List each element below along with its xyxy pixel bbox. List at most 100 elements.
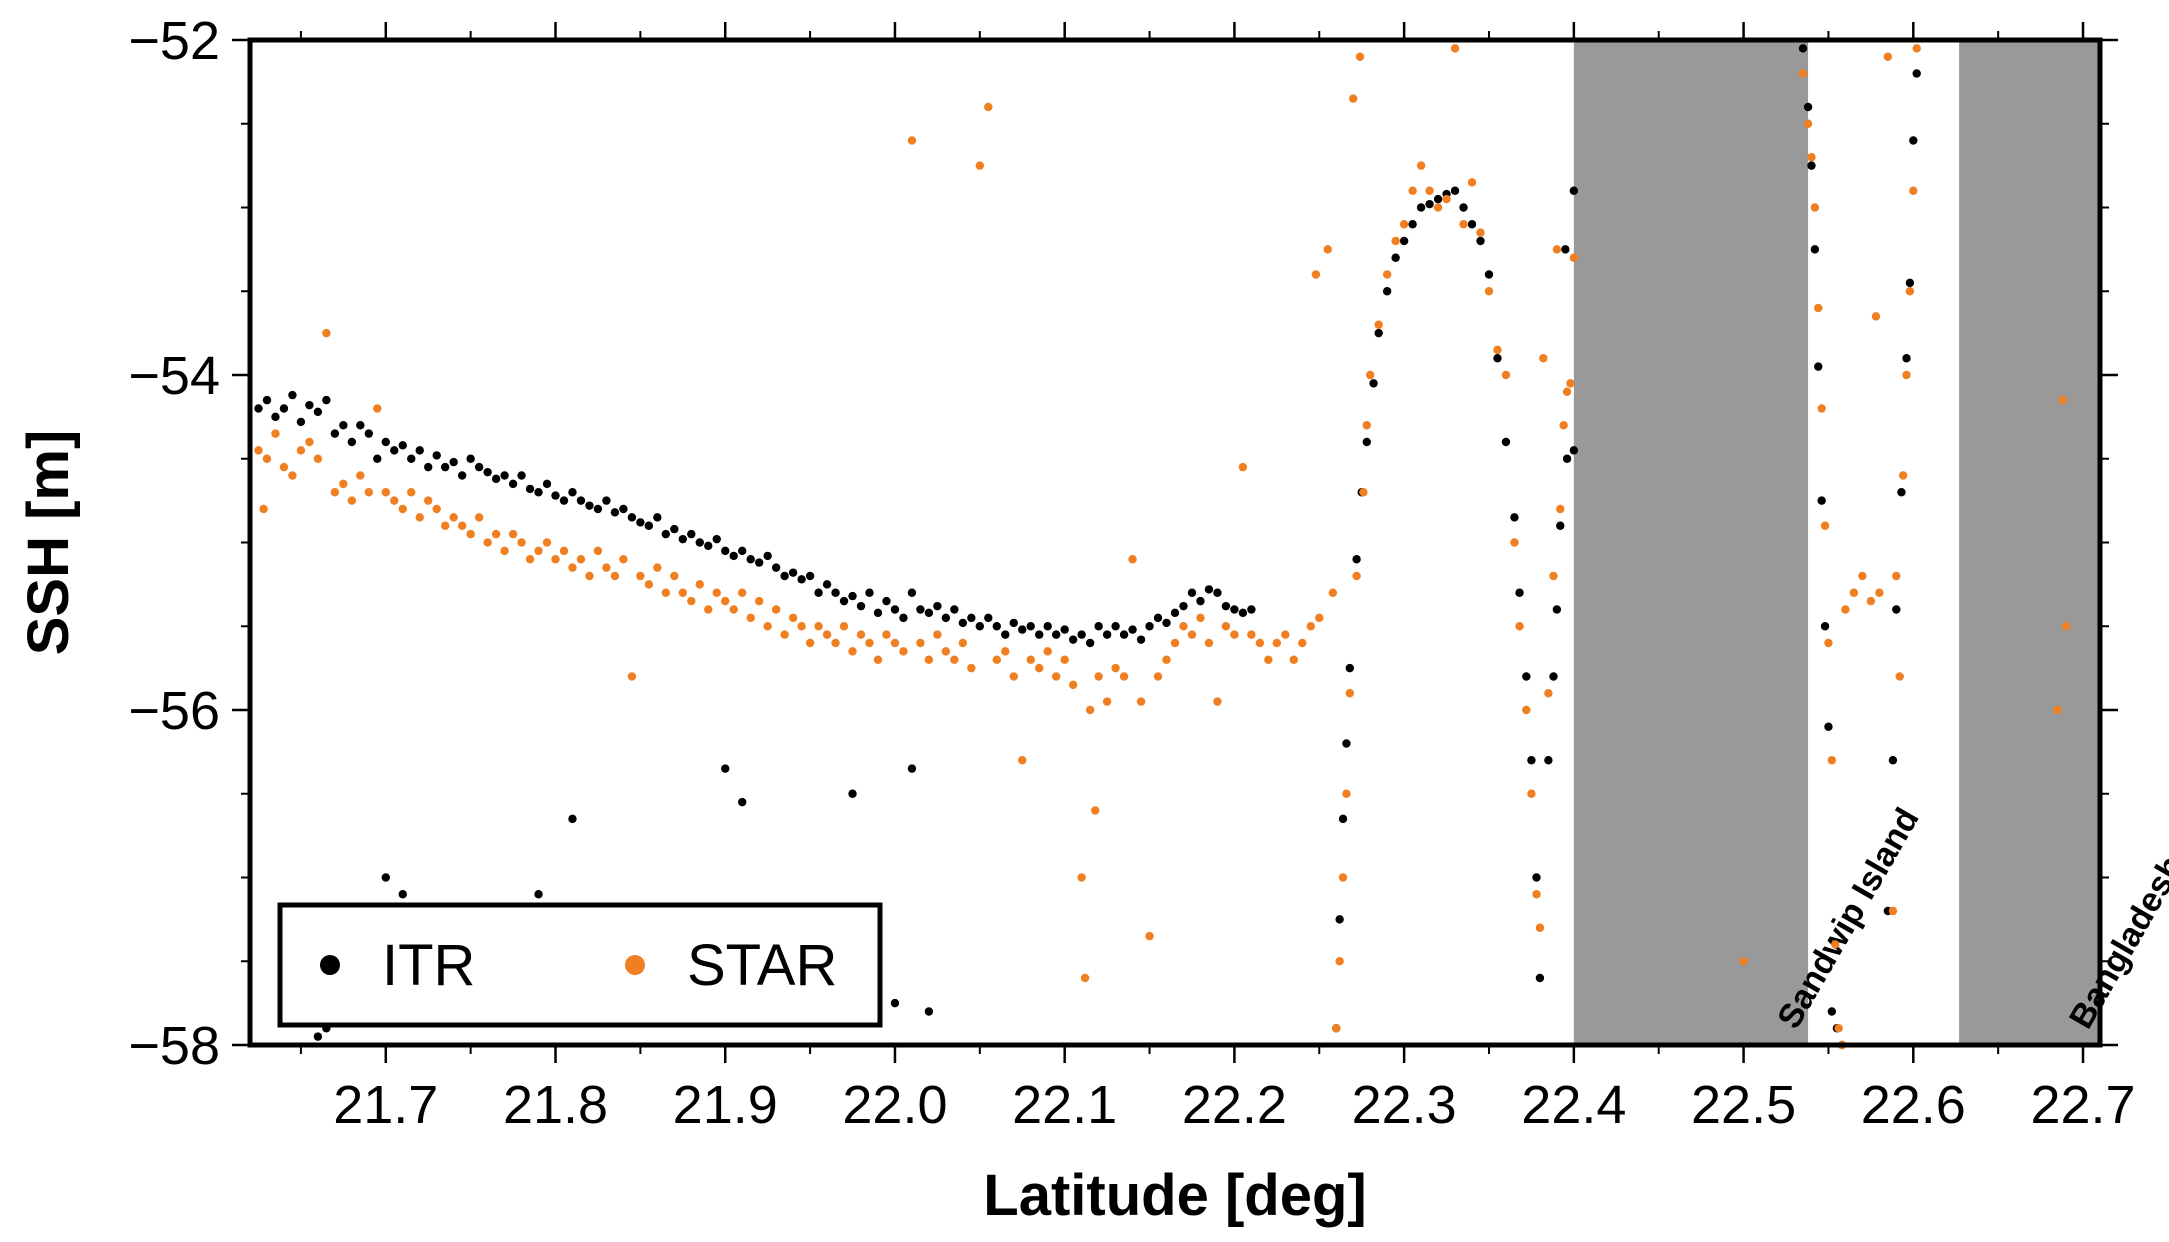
itr-point bbox=[1820, 622, 1830, 631]
itr-point bbox=[424, 462, 433, 472]
star-point bbox=[1323, 245, 1332, 254]
star-point bbox=[1810, 203, 1820, 212]
star-point bbox=[1043, 647, 1052, 656]
star-point bbox=[432, 504, 441, 514]
star-point bbox=[1905, 287, 1915, 296]
star-point bbox=[440, 521, 450, 530]
itr-legend-label: ITR bbox=[382, 933, 475, 998]
itr-point bbox=[1119, 630, 1129, 639]
scatter-points bbox=[254, 44, 2071, 1050]
plot-frame bbox=[247, 37, 2103, 1048]
star-point bbox=[610, 571, 620, 581]
star-point bbox=[771, 605, 781, 614]
star-point bbox=[1484, 287, 1494, 296]
itr-point bbox=[390, 446, 399, 455]
x-tick-label: 22.2 bbox=[1182, 1075, 1287, 1135]
star-point bbox=[1566, 379, 1575, 388]
star-point bbox=[780, 630, 789, 639]
itr-point bbox=[1888, 756, 1898, 765]
star-point bbox=[1824, 638, 1833, 648]
star-point bbox=[848, 647, 857, 656]
star-point bbox=[576, 555, 586, 564]
star-point bbox=[415, 513, 424, 522]
star-point bbox=[424, 496, 433, 505]
y-axis-ticks: −58 −56 −54 −52 bbox=[128, 11, 2118, 1076]
itr-point bbox=[1493, 354, 1502, 363]
itr-point bbox=[916, 605, 925, 614]
star-point bbox=[1834, 1024, 1843, 1033]
itr-point bbox=[1803, 102, 1813, 112]
star-point bbox=[1895, 672, 1904, 681]
itr-point bbox=[644, 521, 654, 530]
itr-point bbox=[483, 467, 492, 477]
itr-point bbox=[1905, 278, 1915, 288]
star-point bbox=[1111, 663, 1120, 673]
itr-point bbox=[474, 462, 484, 472]
itr-point bbox=[1102, 630, 1112, 639]
itr-point bbox=[890, 605, 900, 614]
itr-point bbox=[517, 471, 526, 480]
star-point bbox=[831, 638, 840, 648]
itr-point bbox=[933, 601, 942, 611]
itr-point bbox=[1187, 588, 1197, 597]
star-point bbox=[763, 622, 772, 631]
itr-point bbox=[738, 546, 747, 556]
itr-point bbox=[1153, 613, 1163, 623]
itr-point bbox=[373, 454, 382, 463]
star-point bbox=[1026, 655, 1035, 664]
itr-point bbox=[721, 764, 730, 773]
star-point bbox=[1119, 672, 1129, 681]
legend: ITR STAR bbox=[277, 902, 883, 1028]
itr-point bbox=[1902, 354, 1911, 363]
star-point bbox=[1365, 370, 1375, 380]
itr-point bbox=[950, 605, 959, 614]
star-point bbox=[1196, 613, 1205, 623]
star-point bbox=[254, 446, 263, 455]
star-legend-marker bbox=[625, 955, 645, 975]
star-point bbox=[585, 571, 594, 581]
itr-point bbox=[347, 437, 357, 447]
itr-point bbox=[1179, 601, 1188, 611]
star-point bbox=[356, 471, 365, 480]
star-point bbox=[330, 488, 340, 497]
itr-point bbox=[1569, 186, 1579, 195]
star-point bbox=[1264, 655, 1273, 664]
star-point bbox=[1501, 370, 1511, 380]
itr-point bbox=[729, 551, 738, 561]
x-axis-title: Latitude [deg] bbox=[983, 1163, 1366, 1228]
itr-point bbox=[254, 404, 263, 413]
star-point bbox=[1739, 957, 1748, 966]
star-point bbox=[508, 529, 518, 539]
star-point bbox=[1051, 672, 1061, 681]
itr-point bbox=[788, 568, 798, 577]
star-point bbox=[1382, 270, 1392, 279]
itr-point bbox=[1399, 236, 1409, 246]
star-point bbox=[1898, 471, 1908, 480]
star-point bbox=[1433, 203, 1443, 212]
itr-point bbox=[508, 479, 518, 489]
star-point bbox=[712, 588, 721, 597]
itr-point bbox=[865, 588, 874, 597]
itr-point bbox=[661, 529, 671, 539]
itr-point bbox=[398, 441, 407, 450]
itr-point bbox=[381, 437, 390, 447]
itr-point bbox=[1068, 635, 1078, 644]
itr-point bbox=[907, 588, 917, 597]
star-point bbox=[1332, 1024, 1341, 1033]
star-point bbox=[950, 655, 959, 664]
itr-point bbox=[1532, 873, 1541, 882]
star-point bbox=[1035, 663, 1044, 673]
star-point bbox=[1535, 923, 1545, 932]
star-point bbox=[1281, 630, 1290, 639]
star-point bbox=[305, 437, 314, 447]
itr-point bbox=[1817, 496, 1826, 505]
star-point bbox=[670, 571, 679, 581]
itr-point bbox=[1051, 630, 1061, 639]
itr-point bbox=[1501, 437, 1511, 447]
star-point bbox=[1162, 655, 1171, 664]
star-point bbox=[1883, 52, 1893, 61]
itr-point bbox=[551, 491, 560, 500]
star-point bbox=[873, 655, 883, 664]
itr-point bbox=[602, 496, 611, 505]
itr-point bbox=[542, 479, 552, 489]
